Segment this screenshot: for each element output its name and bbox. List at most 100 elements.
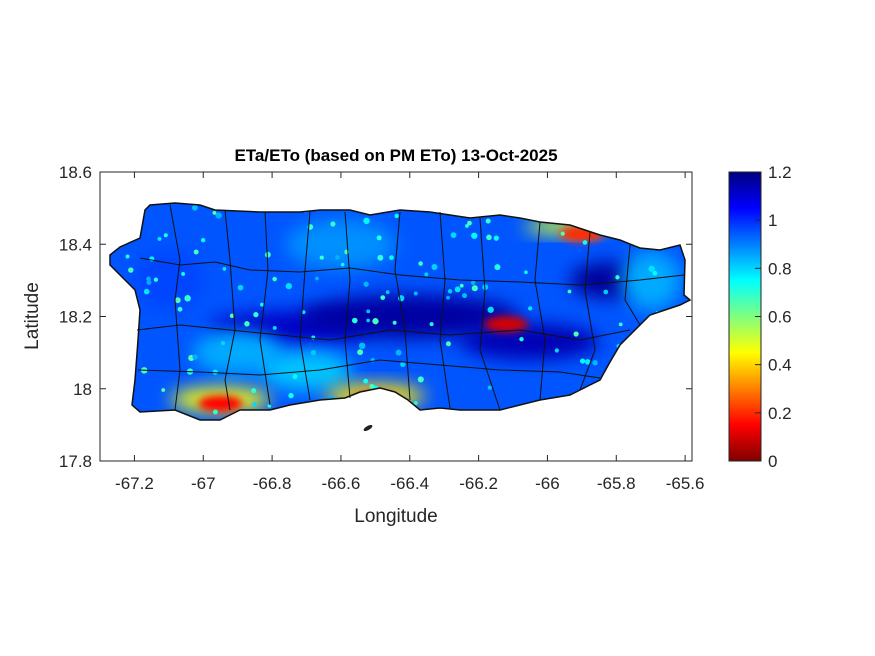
heatmap-speckle [429,322,434,327]
heatmap-speckle [377,254,384,261]
heatmap-speckle [268,362,275,370]
heatmap-speckle [657,369,665,376]
heatmap-speckle [264,251,271,258]
heatmap-speckle [319,255,324,260]
heatmap-speckle [632,332,639,339]
x-tick-label: -67 [191,474,216,493]
heatmap-speckle [229,313,235,319]
y-tick-label: 17.8 [59,452,92,471]
heatmap-speckle [301,310,306,315]
heatmap-speckle [220,340,226,346]
heatmap-speckle [470,280,476,286]
heatmap-speckle [358,342,366,350]
heatmap-speckle [376,235,382,241]
heatmap-speckle [153,277,159,282]
x-tick-label: -65.8 [597,474,636,493]
heatmap-speckle [418,261,423,266]
colorbar-ticks: 0 0.2 0.4 0.6 0.8 1 1.2 [755,163,792,471]
heatmap-speckle [192,354,198,360]
heatmap-speckle [592,360,598,366]
heatmap-speckle [648,265,655,272]
x-axis: -67.2 -67 -66.8 -66.6 -66.4 -66.2 -66 -65.8 -65.… [115,172,704,493]
heatmap-speckle [143,288,150,295]
heatmap-speckle [519,337,524,342]
small-island [363,424,373,432]
heatmap-speckle [163,233,168,238]
heatmap-speckle [315,276,319,281]
heatmap-speckle [363,217,370,225]
island-outline [109,202,692,421]
heatmap-speckle [252,402,257,407]
heatmap-speckle [184,295,191,302]
x-tick-label: -66.4 [390,474,429,493]
heatmap-speckle [424,272,429,277]
heatmap-speckle [471,232,478,239]
heatmap-speckle [400,361,406,367]
heatmap-speckle [385,290,390,294]
heatmap-region [299,294,520,339]
x-tick-label: -66 [535,474,560,493]
heatmap-speckle [117,304,123,310]
heatmap-speckle [330,221,336,227]
heatmap-speckle [146,279,152,285]
heatmap-speckle [618,322,623,327]
y-axis: 17.8 18 18.2 18.4 18.6 [59,163,692,471]
heatmap-speckle [372,318,379,325]
x-tick-label: -65.6 [666,474,705,493]
heatmap-speckle [119,407,125,414]
municipality-boundary [169,204,181,411]
heatmap-speckle [422,410,428,416]
municipality-boundary [534,221,546,401]
heatmap-speckle [157,236,162,241]
heatmap-speckle [389,255,394,261]
heatmap-speckle [267,404,272,408]
heatmap-speckle [237,284,244,291]
chart-title: ETa/ETo (based on PM ETo) 13-Oct-2025 [234,146,557,165]
heatmap-speckle [146,276,151,282]
heatmap-speckle [584,359,591,365]
heatmap-speckle [200,237,206,243]
heatmap-speckle [487,306,494,313]
colorbar-tick-label: 0.2 [768,404,792,423]
heatmap-speckle [462,293,468,299]
y-tick-label: 18 [73,380,92,399]
heatmap-speckle [210,203,217,209]
heatmap-speckle [351,317,358,324]
heatmap-speckle [244,321,250,327]
heatmap-speckle [357,349,364,356]
municipality-boundaries [136,204,685,432]
x-tick-label: -66.8 [253,474,292,493]
heatmap-speckle [615,275,620,280]
heatmap-speckle [471,285,478,292]
heatmap-speckle [454,286,461,293]
heatmap-speckle [392,320,397,325]
x-axis-label: Longitude [354,506,437,527]
municipality-boundary [137,359,601,379]
municipality-boundary [344,211,351,399]
heatmap-speckle [494,264,501,271]
heatmap-speckle [366,309,371,314]
heatmap-speckle [465,223,469,228]
heatmap-speckle [285,282,292,290]
heatmap-island [110,203,690,420]
heatmap-speckle [487,385,492,390]
heatmap-speckle [125,254,130,259]
heatmap-speckle [459,283,464,288]
heatmap-speckle [335,255,340,260]
colorbar-tick-label: 1.2 [768,163,792,182]
heatmap-speckle [528,306,533,311]
municipality-boundary [439,211,451,409]
municipality-boundary [479,217,501,411]
heatmap-speckle [524,270,528,275]
municipality-boundary [394,211,411,401]
colorbar-tick-label: 0.6 [768,308,792,327]
heatmap-speckle [215,212,222,219]
heatmap-speckle [493,235,499,241]
heatmap-speckle [373,404,380,412]
heatmap-speckle [222,267,227,271]
x-tick-label: -66.6 [322,474,361,493]
heatmap-speckle [652,270,658,276]
heatmap-speckle [660,390,665,395]
x-tick-label: -67.2 [115,474,154,493]
